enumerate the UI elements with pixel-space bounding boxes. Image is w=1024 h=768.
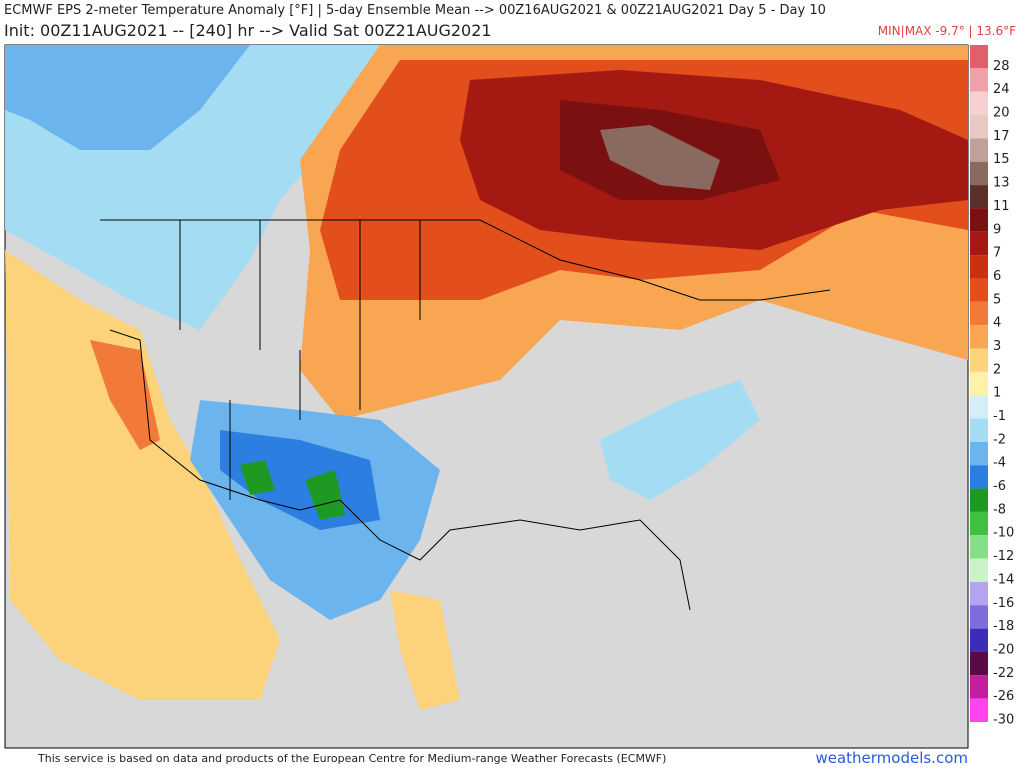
colorbar-label: 11: [993, 199, 1010, 214]
colorbar-swatch: [970, 465, 988, 489]
title: ECMWF EPS 2-meter Temperature Anomaly [°…: [4, 3, 826, 18]
colorbar-swatch: [970, 581, 988, 606]
colorbar-label: 9: [993, 222, 1001, 237]
colorbar-label: 2: [993, 362, 1001, 377]
anomaly-fields: [5, 45, 968, 710]
colorbar-label: -22: [993, 666, 1014, 681]
colorbar-label: -8: [993, 502, 1006, 517]
colorbar-swatch: [970, 511, 988, 536]
colorbar-swatch: [970, 208, 988, 232]
borders: [100, 219, 831, 611]
colorbar-swatch: [970, 255, 988, 279]
colorbar-label: 28: [993, 59, 1010, 74]
footer-note: This service is based on data and produc…: [38, 752, 667, 765]
colorbar-label: -20: [993, 642, 1014, 657]
colorbar-label: 1: [993, 386, 1001, 401]
colorbar-swatch: [970, 348, 988, 372]
colorbar-label: 15: [993, 152, 1010, 167]
colorbar-label: 3: [993, 339, 1001, 354]
colorbar-label: 24: [993, 82, 1010, 97]
colorbar-swatch: [970, 651, 988, 676]
subtitle: Init: 00Z11AUG2021 -- [240] hr --> Valid…: [4, 21, 492, 40]
colorbar-swatch: [970, 278, 988, 302]
brand: weathermodels.com: [815, 749, 968, 767]
colorbar-swatch: [970, 558, 988, 582]
colorbar-label: 17: [993, 129, 1010, 144]
colorbar-swatch: [970, 115, 988, 139]
colorbar-label: 13: [993, 176, 1010, 191]
colorbar-swatch: [970, 488, 988, 512]
colorbar-swatch: [970, 68, 988, 92]
colorbar-label: -4: [993, 456, 1006, 471]
colorbar-swatch: [970, 371, 988, 396]
colorbar-swatch: [970, 675, 988, 699]
colorbar-label: -6: [993, 479, 1006, 494]
colorbar-label: -14: [993, 572, 1014, 587]
colorbar-label: 6: [993, 269, 1001, 284]
colorbar-swatch: [970, 441, 988, 466]
colorbar-swatch: [970, 161, 988, 186]
colorbar-swatch: [970, 698, 988, 722]
colorbar-label: 7: [993, 246, 1001, 261]
colorbar-label: -10: [993, 526, 1014, 541]
colorbar-label: 5: [993, 292, 1001, 307]
colorbar-label: 20: [993, 106, 1010, 121]
colorbar-label: -26: [993, 689, 1014, 704]
colorbar-label: -1: [993, 409, 1006, 424]
colorbar-label: -12: [993, 549, 1014, 564]
colorbar-swatch: [970, 535, 988, 559]
colorbar-label: -2: [993, 432, 1006, 447]
min-max: MIN|MAX -9.7° | 13.6°F: [877, 24, 1016, 38]
colorbar-label: 4: [993, 316, 1001, 331]
colorbar-swatch: [970, 325, 988, 349]
colorbar-label: -30: [993, 713, 1014, 728]
colorbar-swatch: [970, 628, 988, 652]
colorbar-swatch: [970, 231, 988, 256]
colorbar-swatch: [970, 301, 988, 326]
colorbar-swatch: [970, 185, 988, 209]
colorbar-swatch: [970, 91, 988, 116]
colorbar-swatch: [970, 395, 988, 419]
colorbar-swatch: [970, 605, 988, 629]
colorbar-label: -18: [993, 619, 1014, 634]
colorbar-label: -16: [993, 596, 1014, 611]
colorbar-swatch: [970, 45, 988, 69]
colorbar-swatch: [970, 138, 988, 162]
colorbar-swatch: [970, 418, 988, 442]
